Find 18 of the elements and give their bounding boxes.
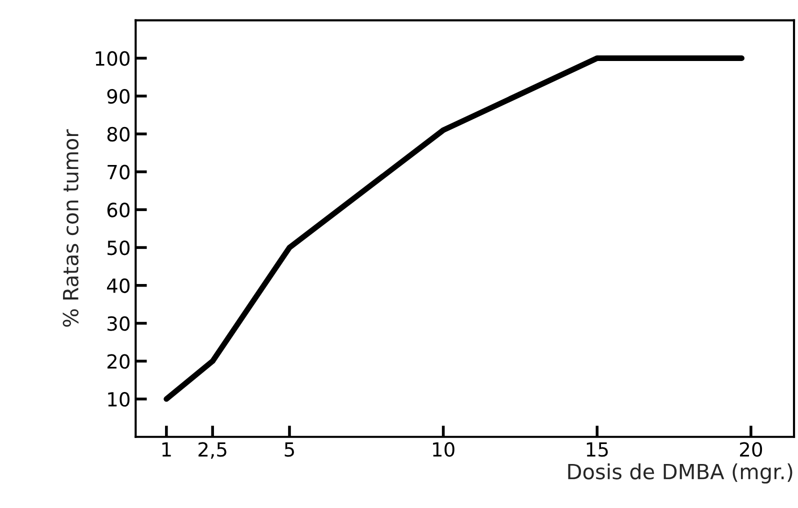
x-axis-title: Dosis de DMBA (mgr.) [568, 463, 792, 484]
y-tick-label: 100 [96, 51, 130, 66]
y-tick-label: 30 [108, 316, 130, 331]
y-tick-label: 20 [107, 354, 130, 369]
y-tick-label: 40 [107, 278, 130, 294]
y-tick-label: 80 [107, 126, 130, 142]
y-tick-label: 60 [107, 202, 130, 218]
y-tick-label: 70 [108, 164, 130, 180]
x-tick-label: 20 [740, 442, 762, 457]
x-tick-label: 15 [586, 442, 608, 457]
y-tick-label: 10 [108, 392, 130, 407]
x-tick-label: 10 [433, 442, 454, 457]
x-tick-label: 2,5 [198, 442, 226, 459]
x-tick-label: 1 [162, 442, 171, 457]
x-tick-label: 5 [284, 442, 294, 457]
y-tick-label: 50 [108, 240, 130, 256]
y-tick-label: 90 [107, 89, 130, 104]
y-axis-title: % Ratas con tumor [62, 129, 79, 327]
